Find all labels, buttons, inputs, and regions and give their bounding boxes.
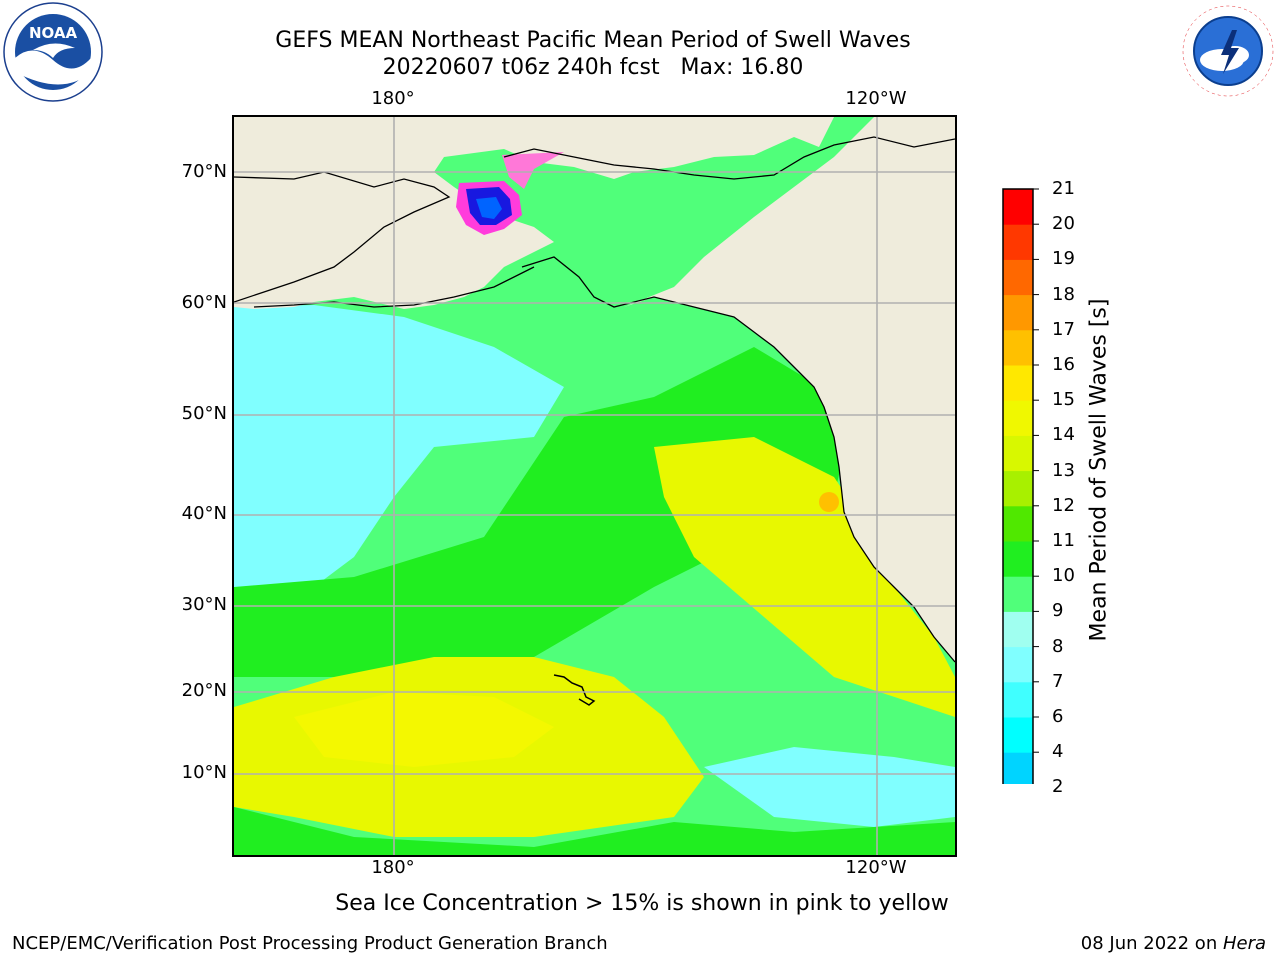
colorbar-segment: [1003, 681, 1033, 718]
lat-label-40n: 40°N: [181, 503, 227, 524]
colorbar-tick-label: 18: [1052, 283, 1075, 305]
short-period-southeast: [704, 747, 955, 827]
sea-ice-footnote: Sea Ice Concentration > 15% is shown in …: [0, 891, 1280, 916]
short-period-region: [234, 305, 564, 597]
chart-title: GEFS MEAN Northeast Pacific Mean Period …: [275, 28, 911, 53]
lon-label-bottom-180: 180°: [371, 857, 415, 878]
colorbar-tick-label: 14: [1052, 424, 1075, 446]
land-north: [234, 117, 955, 309]
colorbar-tick-label: 20: [1052, 213, 1075, 235]
lat-label-60n: 60°N: [181, 292, 227, 313]
lat-label-10n: 10°N: [181, 762, 227, 783]
sea-ice-inner: [476, 197, 502, 219]
coastline-arctic: [503, 136, 955, 180]
colorbar-tick-label: 4: [1052, 741, 1064, 763]
colorbar-tick-label: 6: [1052, 706, 1064, 727]
colorbar-tick-label: 8: [1052, 635, 1064, 657]
colorbar-segment: [1003, 329, 1033, 366]
lon-label-top-120w: 120°W: [845, 88, 907, 109]
colorbar-tick-label: 9: [1052, 600, 1064, 622]
coastline-siberia: [234, 171, 451, 303]
graticule: [234, 117, 955, 855]
colorbar-segment: [1003, 224, 1033, 260]
footer-host: Hera: [1222, 933, 1266, 954]
max-period-spot: [819, 492, 839, 512]
colorbar-tick-label: 7: [1052, 670, 1064, 692]
colorbar-segment: [1003, 365, 1033, 401]
colorbar-tick-label: 15: [1052, 389, 1075, 411]
swell-period-map: [234, 117, 955, 855]
lat-label-30n: 30°N: [181, 594, 227, 615]
lat-label-50n: 50°N: [181, 403, 227, 424]
colorbar-tick-label: 21: [1052, 178, 1075, 199]
colorbar-segment: [1003, 717, 1033, 753]
land-north-america: [624, 117, 955, 662]
lon-label-bottom-120w: 120°W: [845, 857, 907, 878]
footer-credit: NCEP/EMC/Verification Post Processing Pr…: [12, 933, 608, 954]
colorbar-segment: [1003, 646, 1033, 683]
colorbar-segment: [1003, 294, 1033, 331]
colorbar-segment: [1003, 505, 1033, 542]
colorbar-tick-label: 2: [1052, 776, 1064, 798]
colorbar-segment: [1003, 470, 1033, 507]
footer-date-text: 08 Jun 2022 on: [1080, 933, 1223, 954]
colorbar: [1002, 188, 1039, 784]
colorbar-segment: [1003, 435, 1033, 472]
coastline-north-america: [521, 256, 955, 663]
long-period-core: [294, 692, 554, 767]
colorbar-segment: [1003, 400, 1033, 436]
sea-ice-footnote-text: Sea Ice Concentration > 15% is shown in …: [335, 891, 949, 916]
long-period-east: [654, 437, 955, 717]
colorbar-tick-label: 10: [1052, 565, 1075, 587]
colorbar-tick-label: 12: [1052, 494, 1075, 516]
colorbar-segment: [1003, 189, 1033, 225]
colorbar-tick-label: 19: [1052, 248, 1075, 270]
colorbar-label: Mean Period of Swell Waves [s]: [1086, 298, 1112, 642]
colorbar-tick-label: 11: [1052, 530, 1075, 551]
colorbar-segment: [1003, 259, 1033, 296]
colorbar-tick-label: 16: [1052, 354, 1075, 375]
noaa-logo: NOAA: [3, 2, 103, 102]
nws-logo: [1179, 2, 1277, 100]
footer-date: 08 Jun 2022 on Hera: [1081, 933, 1266, 954]
lat-label-20n: 20°N: [181, 680, 227, 701]
lat-label-70n: 70°N: [181, 161, 227, 182]
colorbar-segment: [1003, 752, 1033, 784]
mid-period-bottom: [234, 807, 955, 855]
sea-ice-chukchi: [502, 152, 564, 189]
colorbar-segment: [1003, 576, 1033, 612]
colorbar-segment: [1003, 611, 1033, 648]
noaa-logo-text: NOAA: [29, 24, 78, 42]
chart-subtitle: 20220607 t06z 240h fcst Max: 16.80: [382, 55, 804, 80]
colorbar-tick-label: 13: [1052, 459, 1075, 481]
colorbar-segment: [1003, 541, 1033, 577]
mid-period-band: [234, 347, 854, 677]
land-siberia: [234, 172, 449, 302]
map-frame: [232, 115, 957, 857]
lon-label-top-180: 180°: [371, 88, 415, 109]
colorbar-tick-label: 17: [1052, 318, 1075, 340]
